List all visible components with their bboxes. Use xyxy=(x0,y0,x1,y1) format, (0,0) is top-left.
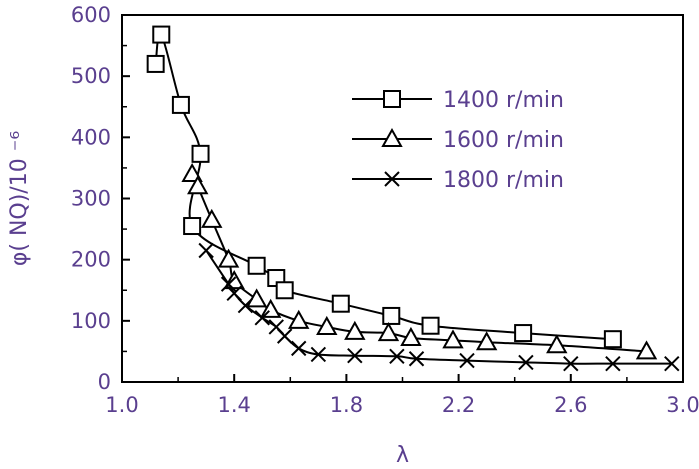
series-x xyxy=(198,242,680,372)
data-point xyxy=(635,340,658,360)
y-tick-label: 0 xyxy=(98,370,111,394)
data-point xyxy=(382,306,401,325)
data-point xyxy=(546,334,568,354)
data-point xyxy=(254,310,270,326)
y-tick-label: 200 xyxy=(71,248,111,272)
legend: 1400 r/min 1600 r/min 1800 r/min xyxy=(352,88,564,193)
legend-label: 1600 r/min xyxy=(443,128,564,153)
x-tick-label: 3.0 xyxy=(666,393,699,417)
data-point xyxy=(247,256,266,275)
data-point xyxy=(152,25,171,44)
data-point xyxy=(245,288,268,308)
data-point xyxy=(217,248,240,268)
data-point xyxy=(344,320,366,340)
data-point xyxy=(514,324,533,343)
series-layer xyxy=(146,25,680,372)
data-point xyxy=(475,331,498,351)
legend-entry: 1600 r/min xyxy=(352,127,564,153)
data-point xyxy=(331,294,350,313)
data-point xyxy=(275,281,294,300)
axes: 1.0 1.4 1.8 2.2 2.6 3.0 0 100 200 300 400 500 600 xyxy=(71,3,699,417)
data-point xyxy=(664,355,680,372)
y-tick-label: 100 xyxy=(71,309,111,333)
series-line xyxy=(205,249,672,365)
legend-label: 1800 r/min xyxy=(443,168,564,193)
x-tick-label: 1.8 xyxy=(330,393,363,417)
data-point xyxy=(201,208,223,228)
data-point xyxy=(146,54,165,73)
y-tick-label: 400 xyxy=(71,125,111,149)
data-point xyxy=(310,346,327,363)
legend-entry: 1800 r/min xyxy=(352,168,564,193)
series-triangle xyxy=(181,162,658,360)
y-tick-label: 500 xyxy=(71,64,111,88)
data-point xyxy=(226,285,242,302)
data-point xyxy=(181,162,203,183)
data-point xyxy=(291,340,307,357)
data-point xyxy=(288,309,310,329)
data-point xyxy=(400,326,422,346)
data-point xyxy=(408,351,425,367)
data-point xyxy=(442,329,464,349)
data-point xyxy=(389,348,405,365)
data-point xyxy=(220,276,237,292)
legend-marker xyxy=(384,171,400,187)
data-point xyxy=(459,352,475,369)
legend-label: 1400 r/min xyxy=(443,88,564,113)
data-point xyxy=(347,347,363,364)
x-tick-label: 1.4 xyxy=(217,393,250,417)
data-point xyxy=(603,330,622,349)
y-tick-label: 600 xyxy=(71,3,111,27)
legend-marker xyxy=(383,90,401,108)
data-point xyxy=(171,95,190,114)
series-line xyxy=(191,173,647,353)
series-square xyxy=(146,25,622,349)
data-point xyxy=(276,328,293,344)
data-point xyxy=(518,354,534,371)
legend-entry: 1400 r/min xyxy=(352,88,564,113)
data-point xyxy=(377,322,400,342)
data-point xyxy=(191,144,210,163)
data-point xyxy=(198,242,214,259)
x-tick-label: 1.0 xyxy=(105,393,138,417)
x-tick-label: 2.6 xyxy=(554,393,587,417)
data-point xyxy=(187,175,209,195)
y-tick-label: 300 xyxy=(71,187,111,211)
data-point xyxy=(563,355,579,372)
x-axis-title: λ xyxy=(396,443,409,468)
data-point xyxy=(237,297,254,314)
data-point xyxy=(421,316,440,335)
data-point xyxy=(605,355,621,372)
plot-frame xyxy=(121,14,684,383)
y-axis-title: φ( NQ)/10 ⁻⁶ xyxy=(7,131,32,266)
data-point xyxy=(183,217,202,236)
legend-marker xyxy=(381,127,403,147)
x-tick-label: 2.2 xyxy=(442,393,475,417)
data-point xyxy=(316,315,338,335)
